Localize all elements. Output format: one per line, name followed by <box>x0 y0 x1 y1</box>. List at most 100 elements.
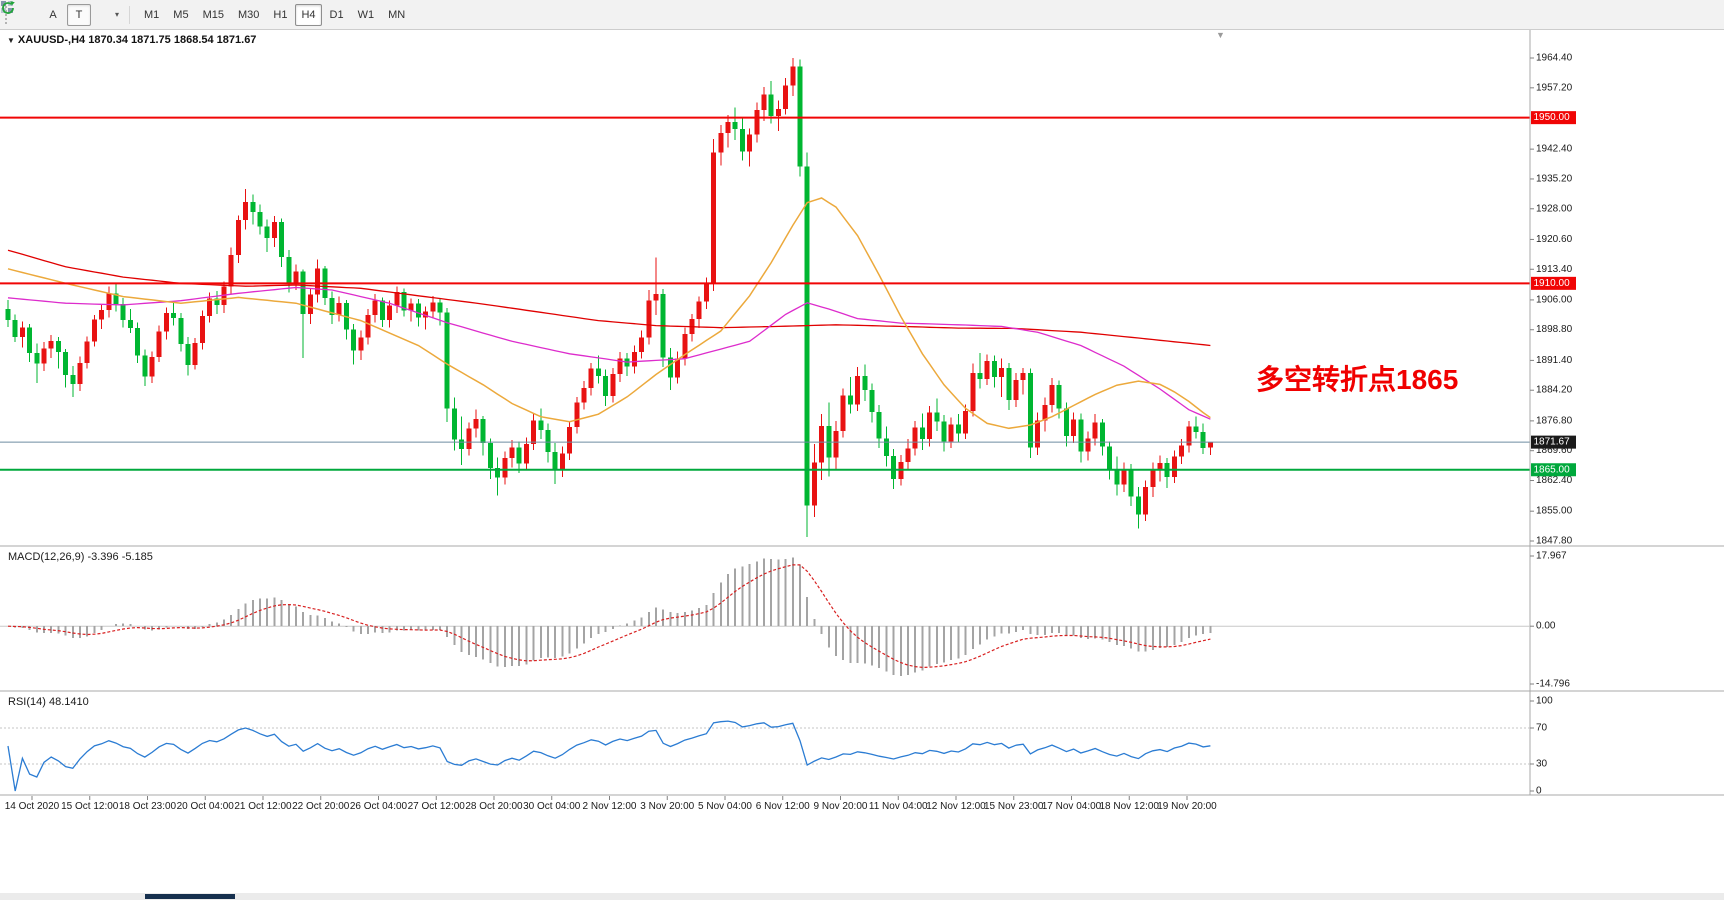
candle <box>523 437 529 470</box>
timeframe-mn-button[interactable]: MN <box>382 4 411 26</box>
price-axis-label: 1920.60 <box>1536 234 1573 245</box>
candle <box>912 420 918 456</box>
timeframe-m15-button[interactable]: M15 <box>197 4 230 26</box>
candle <box>833 420 839 469</box>
candle <box>430 295 436 319</box>
toolbar-separator <box>129 5 131 24</box>
candle <box>948 417 954 449</box>
candle <box>941 415 947 452</box>
candle <box>667 347 673 391</box>
candle <box>754 102 760 143</box>
timeframe-m5-button[interactable]: M5 <box>167 4 194 26</box>
candle <box>185 337 191 376</box>
candle <box>1157 455 1163 482</box>
candle <box>977 352 983 389</box>
horizontal-scrollbar[interactable] <box>0 893 1724 900</box>
timeframe-w1-button[interactable]: W1 <box>352 4 381 26</box>
candle <box>675 351 681 384</box>
candle <box>970 363 976 417</box>
candle <box>919 413 925 450</box>
text-tool-button[interactable]: T <box>67 3 91 26</box>
candle <box>603 369 609 406</box>
candle <box>257 204 263 235</box>
timeframe-h1-button[interactable]: H1 <box>267 4 293 26</box>
timeframe-m30-button[interactable]: M30 <box>232 4 265 26</box>
rsi-panel[interactable] <box>0 692 1530 795</box>
candle <box>696 296 702 329</box>
candle <box>1193 416 1199 439</box>
candle <box>77 356 83 392</box>
candle <box>1085 431 1091 461</box>
candle <box>516 441 522 474</box>
candle <box>70 366 76 397</box>
price-axis-label: 1913.40 <box>1536 264 1573 275</box>
candle <box>365 309 371 345</box>
candle <box>487 438 493 479</box>
candle <box>1078 413 1084 463</box>
candle <box>84 336 90 369</box>
candle <box>127 309 133 334</box>
cursor-tool-button[interactable]: A <box>41 4 65 26</box>
macd-axis-label: 17.967 <box>1536 551 1567 562</box>
candle <box>48 335 54 358</box>
time-axis-label: 15 Nov 23:00 <box>984 801 1044 812</box>
candle <box>91 314 97 347</box>
candle <box>163 307 169 340</box>
candle <box>113 284 119 312</box>
price-axis-label: 1884.20 <box>1536 385 1573 396</box>
candle <box>725 115 731 148</box>
candle <box>963 404 969 440</box>
candle <box>394 286 400 314</box>
price-badge-1865.00-text: 1865.00 <box>1534 464 1571 475</box>
candle <box>293 264 299 290</box>
price-badge-1865.00: 1865.00 <box>1531 463 1576 477</box>
time-axis-label: 19 Nov 20:00 <box>1157 801 1217 812</box>
candle <box>509 439 515 468</box>
candle <box>199 310 205 350</box>
candle <box>862 364 868 401</box>
candle <box>927 405 933 447</box>
price-axis-label: 1862.40 <box>1536 475 1573 486</box>
candle <box>99 304 105 329</box>
dropdown-caret-icon[interactable]: ▾ <box>115 10 120 19</box>
candle <box>12 314 18 343</box>
current-price-badge-text: 1871.67 <box>1534 437 1571 448</box>
time-axis[interactable]: 14 Oct 2020 15 Oct 12:00 18 Oct 23:00 20 Oc… <box>5 796 1217 812</box>
one-click-trading-toggle[interactable]: ▼ <box>7 36 15 45</box>
candle <box>156 325 162 363</box>
candle <box>1013 372 1019 407</box>
price-axis[interactable]: 1964.40 1957.20 1942.40 1935.20 1928.00 1920.… <box>1530 53 1573 797</box>
toolbar-grip[interactable] <box>5 5 11 24</box>
time-axis-label: 14 Oct 2020 <box>5 801 60 812</box>
macd-label: MACD(12,26,9) -3.396 -5.185 <box>8 551 153 563</box>
timeframe-m1-button[interactable]: M1 <box>138 4 165 26</box>
chart-shift-marker[interactable]: ▼ <box>1216 30 1225 40</box>
time-axis-label: 2 Nov 12:00 <box>583 801 637 812</box>
timeframe-d1-button[interactable]: D1 <box>324 4 350 26</box>
candle <box>559 446 565 478</box>
price-axis-label: 1957.20 <box>1536 82 1573 93</box>
candle <box>840 388 846 438</box>
main-chart-panel[interactable] <box>0 30 1530 545</box>
rsi-label: RSI(14) 48.1410 <box>8 696 89 708</box>
time-axis-label: 12 Nov 12:00 <box>926 801 986 812</box>
candle <box>711 139 717 291</box>
time-axis-label: 9 Nov 20:00 <box>814 801 868 812</box>
candle <box>502 451 508 485</box>
auto-refresh-icon[interactable] <box>2 1 115 26</box>
candle <box>106 286 112 318</box>
macd-signal-line <box>7 564 1211 669</box>
candle <box>41 342 47 371</box>
candle <box>1207 441 1213 456</box>
timeframe-h4-button[interactable]: H4 <box>295 3 322 26</box>
candle <box>351 323 357 365</box>
candle <box>135 322 141 363</box>
candle <box>1049 377 1055 413</box>
candle <box>1121 462 1127 493</box>
h-scrollbar-thumb[interactable] <box>145 894 235 899</box>
candle <box>732 107 738 141</box>
time-axis-label: 17 Nov 04:00 <box>1042 801 1102 812</box>
candle <box>466 422 472 456</box>
price-axis-label: 1847.80 <box>1536 536 1573 547</box>
